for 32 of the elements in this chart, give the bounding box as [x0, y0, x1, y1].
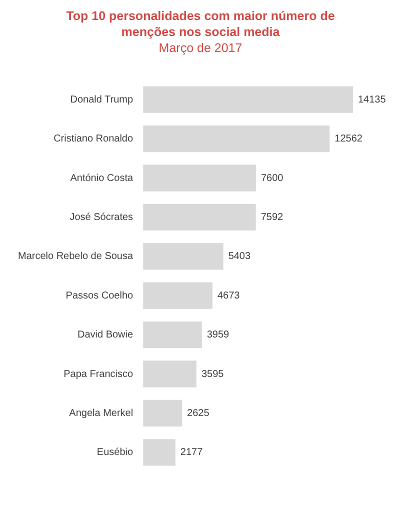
data-label: 5403 — [228, 251, 251, 262]
data-label: 14135 — [358, 94, 386, 106]
data-label: 4673 — [217, 290, 240, 302]
bar — [143, 360, 196, 388]
data-label: 2177 — [180, 447, 204, 458]
bar — [143, 204, 256, 231]
data-label: 2625 — [187, 408, 210, 419]
bar — [143, 282, 212, 309]
bar — [143, 164, 256, 192]
bar — [143, 243, 224, 270]
data-label: 3595 — [201, 368, 224, 380]
data-label: 7600 — [260, 172, 284, 184]
data-label: 3959 — [206, 330, 230, 341]
y-tick-label: Marcelo Rebelo de Sousa — [18, 251, 134, 262]
bar — [143, 400, 182, 427]
data-label: 7592 — [260, 212, 284, 223]
bar — [143, 439, 176, 466]
bar — [143, 86, 353, 113]
y-tick-label: José Sócrates — [70, 212, 134, 223]
y-tick-label: António Costa — [70, 172, 134, 184]
y-tick-label: Eusébio — [96, 447, 134, 458]
y-tick-label: Papa Francisco — [64, 368, 134, 380]
bar — [143, 125, 330, 152]
y-tick-label: Passos Coelho — [66, 290, 134, 302]
chart-title: Top 10 personalidades com maior número de menções nos social media — [65, 8, 336, 40]
y-tick-label: Angela Merkel — [69, 408, 134, 419]
y-tick-label: Cristiano Ronaldo — [54, 134, 134, 145]
data-label: 12562 — [334, 134, 363, 145]
y-tick-label: Donald Trump — [70, 94, 134, 106]
y-tick-label: David Bowie — [77, 330, 134, 341]
chart-subtitle: Março de 2017 — [158, 40, 244, 56]
bar — [143, 321, 202, 348]
